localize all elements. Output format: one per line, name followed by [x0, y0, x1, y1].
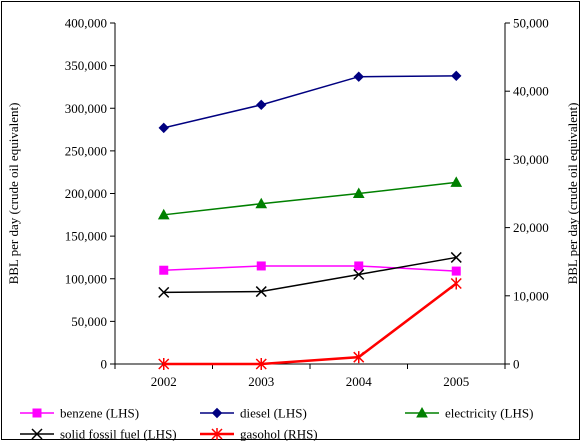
series-line-solid: [163, 256, 457, 294]
data-point-electricity: [255, 197, 268, 209]
legend: benzene (LHS) diesel (LHS) electricity (LH…: [20, 406, 533, 441]
legend-label: solid fossil fuel (LHS): [60, 427, 177, 441]
y-left-tick-label: 250,000: [65, 143, 107, 158]
y-right-tick-label: 30,000: [513, 152, 549, 167]
y-left-tick-label: 200,000: [65, 186, 107, 201]
y-left-tick-label: 350,000: [65, 58, 107, 73]
legend-label: electricity (LHS): [445, 406, 533, 421]
data-point-benzene: [159, 265, 169, 275]
series-line-gasohol: [163, 282, 458, 366]
y-left-tick-label: 150,000: [65, 229, 107, 244]
data-point-electricity: [450, 176, 463, 187]
data-point-solid: [255, 286, 267, 298]
x-tick-label: 2005: [443, 374, 469, 389]
y-left-tick-label: 0: [101, 357, 108, 372]
y-left-tick-label: 100,000: [65, 271, 107, 286]
legend-label: gasohol (RHS): [240, 427, 318, 441]
data-point-diesel: [158, 122, 169, 134]
legend-swatch-marker: [31, 428, 43, 440]
data-point-gasohol: [158, 358, 170, 370]
data-point-benzene: [256, 261, 266, 271]
x-tick-label: 2004: [346, 374, 373, 389]
series-line-electricity: [163, 181, 457, 216]
data-point-diesel: [451, 70, 462, 82]
data-point-electricity: [157, 208, 170, 220]
y-left-tick-label: 300,000: [65, 101, 107, 116]
y-right-tick-label: 10,000: [513, 288, 549, 303]
x-tick-label: 2002: [151, 374, 177, 389]
legend-swatch-marker: [211, 428, 223, 440]
legend-swatch-marker: [211, 407, 223, 419]
data-point-gasohol: [353, 351, 365, 364]
data-point-benzene: [354, 261, 364, 271]
data-point-gasohol: [255, 358, 267, 370]
y-right-tick-label: 20,000: [513, 220, 549, 235]
data-point-electricity: [352, 187, 365, 198]
legend-swatch-marker: [32, 408, 42, 418]
legend-label: benzene (LHS): [60, 406, 139, 421]
y-left-tick-label: 400,000: [65, 16, 107, 31]
y-axis-left-title: BBL per day (crude oil equivalent): [6, 103, 21, 285]
data-point-solid: [450, 251, 462, 263]
data-point-gasohol: [450, 277, 462, 290]
data-point-benzene: [451, 266, 461, 276]
data-point-solid: [353, 268, 365, 281]
data-point-diesel: [353, 71, 364, 82]
y-right-tick-label: 50,000: [513, 16, 549, 31]
y-left-tick-label: 50,000: [71, 314, 107, 329]
series-line-diesel: [163, 75, 457, 129]
axes-group: 0 50,000 100,000 150,000 200,000 250,000 300,0…: [6, 16, 580, 390]
legend-label: diesel (LHS): [240, 406, 307, 421]
legend-swatch-marker: [416, 406, 428, 418]
series-group: [157, 70, 463, 370]
data-point-solid: [158, 286, 170, 298]
y-right-tick-label: 0: [513, 357, 520, 372]
x-tick-label: 2003: [248, 374, 274, 389]
y-axis-right-title: BBL per day (crude oil equivalent): [565, 103, 580, 285]
series-line-benzene: [163, 265, 457, 272]
data-point-diesel: [256, 99, 267, 111]
y-right-tick-label: 40,000: [513, 84, 549, 99]
